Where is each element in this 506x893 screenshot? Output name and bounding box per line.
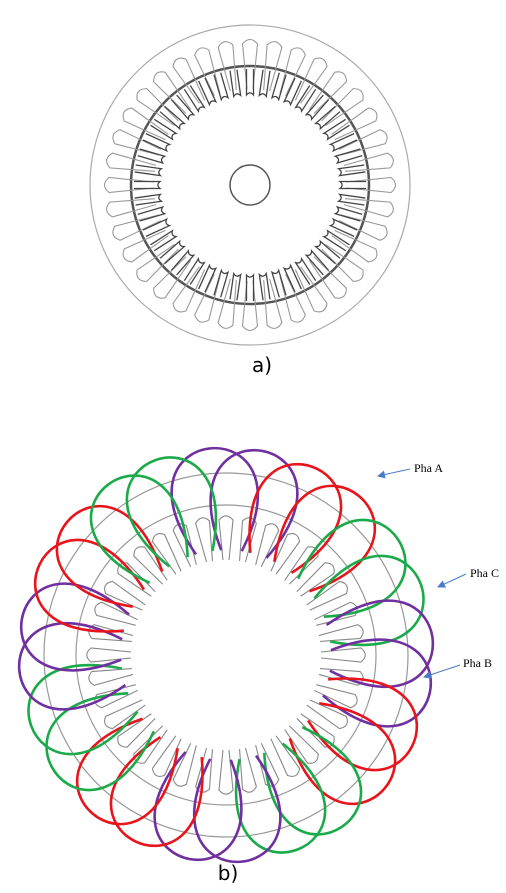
yoke-line bbox=[76, 505, 376, 805]
phase-label: Pha B bbox=[463, 656, 492, 670]
slot bbox=[247, 275, 254, 301]
slot bbox=[199, 265, 216, 292]
slot bbox=[330, 134, 357, 151]
arrow bbox=[378, 469, 410, 476]
slot bbox=[243, 281, 258, 331]
slot bbox=[143, 219, 170, 236]
slot bbox=[330, 219, 357, 236]
diagram: a) Pha A Pha C Pha B b) bbox=[0, 0, 506, 888]
air-gap bbox=[131, 66, 369, 304]
slot bbox=[247, 69, 254, 95]
slot bbox=[284, 78, 301, 105]
caption-b: b) bbox=[218, 861, 239, 885]
slot bbox=[340, 182, 366, 189]
motor-cross-section-b bbox=[44, 473, 408, 837]
slot bbox=[219, 750, 233, 794]
slot bbox=[321, 648, 365, 662]
slot bbox=[243, 40, 258, 90]
stator-outline bbox=[44, 473, 408, 837]
slot bbox=[284, 265, 301, 292]
windings bbox=[19, 448, 433, 862]
slot bbox=[87, 648, 131, 662]
caption-a: a) bbox=[252, 353, 272, 377]
stator-outline bbox=[90, 25, 410, 345]
phase-label: Pha A bbox=[414, 461, 443, 475]
slot bbox=[199, 78, 216, 105]
phase-label: Pha C bbox=[470, 566, 499, 580]
motor-cross-section-a bbox=[90, 25, 410, 345]
slot bbox=[219, 516, 233, 560]
slot bbox=[105, 178, 155, 193]
arrow bbox=[438, 574, 466, 587]
shaft bbox=[230, 165, 270, 205]
slot bbox=[143, 134, 170, 151]
slot bbox=[346, 178, 396, 193]
slot bbox=[134, 182, 160, 189]
